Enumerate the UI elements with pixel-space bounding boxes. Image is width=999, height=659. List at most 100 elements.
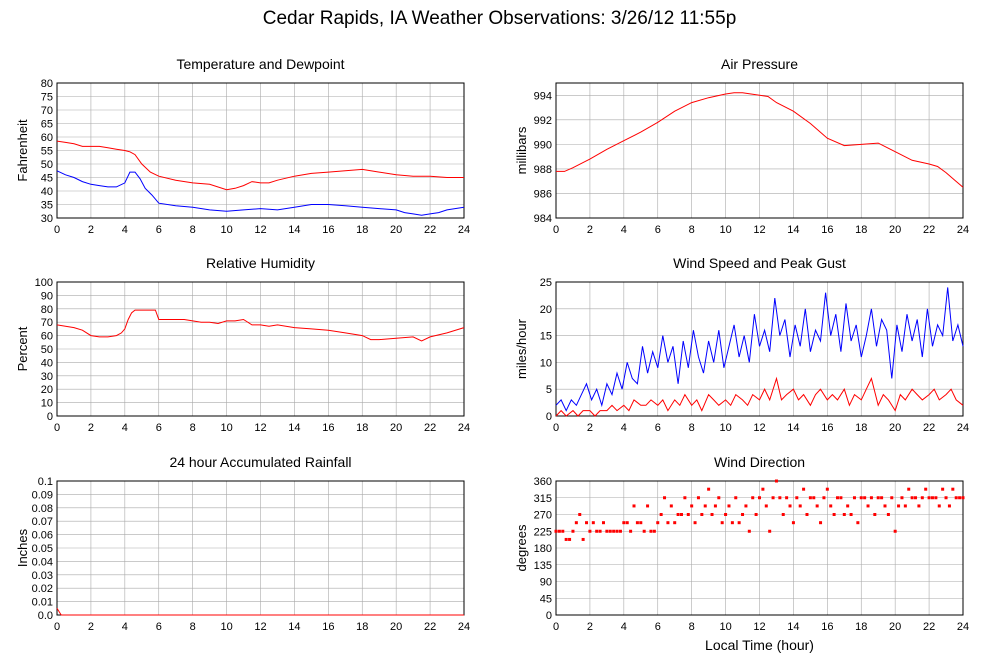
series-line-1 bbox=[56, 608, 464, 616]
data-point bbox=[578, 513, 582, 516]
y-tick-label: 80 bbox=[41, 78, 53, 90]
data-point bbox=[683, 496, 687, 500]
data-point bbox=[788, 504, 792, 508]
plot-border bbox=[56, 82, 465, 219]
data-point bbox=[720, 521, 724, 525]
data-point bbox=[920, 496, 924, 500]
y-axis-label: Percent bbox=[15, 326, 30, 371]
data-point bbox=[947, 504, 951, 508]
data-point bbox=[568, 537, 572, 541]
x-tick-label: 20 bbox=[390, 422, 402, 434]
data-point bbox=[737, 521, 741, 525]
y-tick-label: 0.07 bbox=[32, 516, 53, 528]
data-point bbox=[781, 513, 785, 516]
x-tick-label: 8 bbox=[190, 621, 196, 633]
x-tick-label: 14 bbox=[288, 422, 300, 434]
x-tick-label: 16 bbox=[322, 621, 334, 633]
x-tick-label: 8 bbox=[689, 422, 695, 434]
y-tick-label: 270 bbox=[534, 510, 552, 522]
x-tick-label: 20 bbox=[390, 224, 402, 236]
data-point bbox=[615, 529, 619, 533]
data-point bbox=[663, 496, 667, 500]
chart-title: 24 hour Accumulated Rainfall bbox=[169, 454, 351, 470]
x-tick-label: 12 bbox=[753, 224, 765, 236]
y-tick-label: 315 bbox=[534, 493, 552, 505]
x-tick-label: 14 bbox=[787, 422, 799, 434]
data-point bbox=[863, 496, 867, 500]
y-tick-label: 90 bbox=[540, 577, 552, 589]
x-tick-label: 24 bbox=[957, 224, 969, 236]
x-tick-label: 10 bbox=[220, 224, 232, 236]
data-point bbox=[778, 496, 782, 500]
y-tick-label: 5 bbox=[546, 384, 552, 396]
data-point bbox=[825, 487, 829, 491]
y-tick-label: 0.01 bbox=[32, 597, 53, 609]
y-tick-label: 0.09 bbox=[32, 489, 53, 501]
data-point bbox=[554, 529, 558, 533]
data-point bbox=[693, 521, 697, 525]
data-point bbox=[700, 513, 704, 516]
x-tick-label: 2 bbox=[88, 224, 94, 236]
data-point bbox=[561, 529, 565, 533]
data-point bbox=[761, 487, 765, 491]
data-point bbox=[605, 529, 609, 533]
y-tick-label: 225 bbox=[534, 526, 552, 538]
data-point bbox=[883, 504, 887, 508]
data-point bbox=[601, 521, 605, 525]
y-tick-label: 986 bbox=[534, 188, 552, 200]
data-point bbox=[707, 487, 711, 491]
data-point bbox=[846, 504, 850, 508]
x-tick-label: 24 bbox=[458, 422, 470, 434]
y-tick-label: 100 bbox=[35, 277, 53, 289]
data-point bbox=[595, 529, 599, 533]
data-point bbox=[686, 513, 690, 516]
data-point bbox=[815, 504, 819, 508]
x-tick-label: 12 bbox=[753, 621, 765, 633]
x-tick-label: 4 bbox=[621, 621, 627, 633]
x-tick-label: 16 bbox=[322, 224, 334, 236]
x-tick-label: 10 bbox=[719, 224, 731, 236]
y-tick-label: 0.03 bbox=[32, 570, 53, 582]
data-point bbox=[679, 513, 683, 516]
data-point bbox=[812, 496, 816, 500]
x-tick-label: 24 bbox=[458, 621, 470, 633]
data-point bbox=[629, 529, 633, 533]
series-line-2 bbox=[56, 170, 465, 216]
x-tick-label: 4 bbox=[621, 224, 627, 236]
data-point bbox=[839, 496, 843, 500]
data-point bbox=[900, 496, 904, 500]
x-tick-label: 24 bbox=[957, 422, 969, 434]
x-tick-label: 10 bbox=[719, 422, 731, 434]
series-line-2 bbox=[555, 287, 964, 412]
y-tick-label: 0 bbox=[546, 610, 552, 622]
y-axis-label: miles/hour bbox=[514, 318, 529, 379]
data-point bbox=[571, 529, 575, 533]
y-tick-label: 20 bbox=[540, 304, 552, 316]
chart-title: Relative Humidity bbox=[206, 255, 315, 271]
series-line-1 bbox=[555, 376, 964, 417]
plot-border bbox=[555, 281, 964, 417]
x-tick-label: 18 bbox=[356, 224, 368, 236]
data-point bbox=[832, 513, 836, 516]
data-point bbox=[795, 496, 799, 500]
data-point bbox=[808, 496, 812, 500]
y-tick-label: 75 bbox=[41, 92, 53, 104]
y-tick-label: 45 bbox=[540, 593, 552, 605]
x-tick-label: 20 bbox=[889, 422, 901, 434]
x-tick-label: 6 bbox=[156, 621, 162, 633]
chart-title: Temperature and Dewpoint bbox=[176, 56, 344, 72]
data-point bbox=[958, 496, 962, 500]
data-point bbox=[591, 521, 595, 525]
data-point bbox=[646, 504, 650, 508]
x-tick-label: 6 bbox=[655, 621, 661, 633]
data-point bbox=[703, 504, 707, 508]
data-point bbox=[730, 521, 734, 525]
x-tick-label: 16 bbox=[821, 422, 833, 434]
y-tick-label: 90 bbox=[41, 290, 53, 302]
x-tick-label: 14 bbox=[787, 224, 799, 236]
data-point bbox=[754, 513, 758, 516]
data-point bbox=[856, 521, 860, 525]
x-tick-label: 14 bbox=[288, 621, 300, 633]
x-tick-label: 14 bbox=[288, 224, 300, 236]
